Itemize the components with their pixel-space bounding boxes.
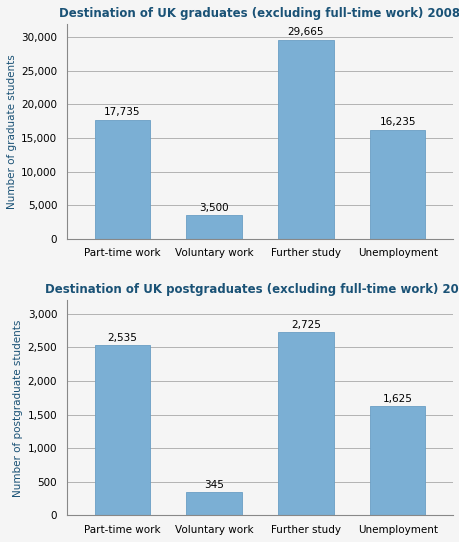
Text: 345: 345: [204, 480, 224, 489]
Bar: [95, 345, 149, 515]
Title: Destination of UK graduates (excluding full-time work) 2008: Destination of UK graduates (excluding f…: [59, 7, 459, 20]
Bar: [369, 406, 425, 515]
Bar: [369, 130, 425, 239]
Y-axis label: Number of graduate students: Number of graduate students: [7, 54, 17, 209]
Bar: [95, 120, 149, 239]
Text: 2,535: 2,535: [107, 333, 137, 343]
Text: 17,735: 17,735: [104, 107, 140, 117]
Text: 3,500: 3,500: [199, 203, 229, 212]
Bar: [186, 492, 241, 515]
Text: 1,625: 1,625: [382, 393, 412, 404]
Text: 16,235: 16,235: [379, 117, 415, 127]
Title: Destination of UK postgraduates (excluding full-time work) 2008: Destination of UK postgraduates (excludi…: [45, 283, 459, 296]
Bar: [278, 40, 333, 239]
Y-axis label: Number of postgraduate students: Number of postgraduate students: [13, 319, 23, 496]
Text: 29,665: 29,665: [287, 27, 324, 37]
Bar: [186, 215, 241, 239]
Bar: [278, 332, 333, 515]
Text: 2,725: 2,725: [291, 320, 320, 330]
